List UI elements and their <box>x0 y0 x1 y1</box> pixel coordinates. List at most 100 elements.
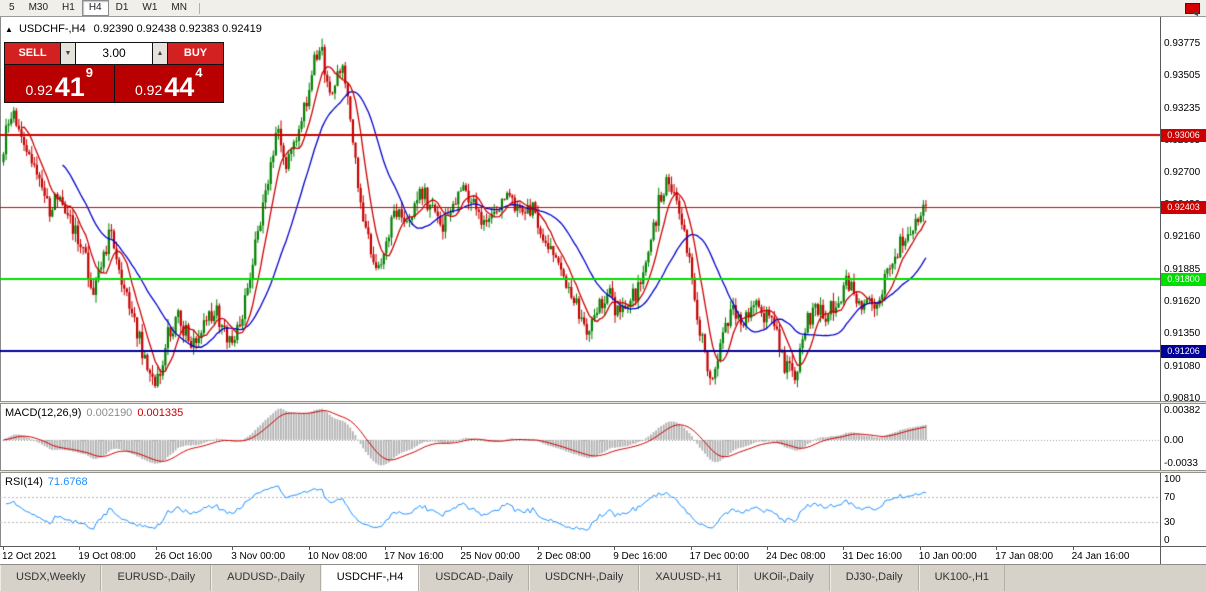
chart-tab-eurusd-daily[interactable]: EURUSD-,Daily <box>101 565 212 591</box>
price-axis-label: 0.93775 <box>1164 37 1201 49</box>
buy-price-base: 0.92 <box>134 82 163 98</box>
time-axis-tick <box>614 547 616 550</box>
volume-stepper: ▼ 3.00 ▲ <box>61 43 167 64</box>
collapse-panel-icon[interactable]: ▲ <box>5 25 13 34</box>
chart-tab-xauusd-h1[interactable]: XAUUSD-,H1 <box>639 565 738 591</box>
chart-tab-usdcad-daily[interactable]: USDCAD-,Daily <box>419 565 529 591</box>
macd-axis-zero-label: 0.00 <box>1164 434 1184 446</box>
time-axis-label: 17 Dec 00:00 <box>689 551 750 562</box>
price-axis-label: 0.91620 <box>1164 296 1201 308</box>
price-axis-label: 0.91885 <box>1164 264 1201 276</box>
time-axis-label: 2 Dec 08:00 <box>536 551 591 562</box>
time-axis-tick <box>308 547 310 550</box>
time-axis-tick <box>843 547 845 550</box>
rsi-panel-splitter[interactable] <box>0 470 1206 473</box>
volume-increase-icon[interactable]: ▲ <box>153 43 167 64</box>
sell-price-display[interactable]: 0.92 41 9 <box>5 65 114 102</box>
time-axis-tick <box>767 547 768 550</box>
chart-ohlc-values: 0.92390 0.92438 0.92383 0.92419 <box>93 23 262 35</box>
rsi-axis-label: 70 <box>1164 492 1176 504</box>
volume-input[interactable]: 3.00 <box>76 43 152 64</box>
rsi-indicator-canvas[interactable] <box>0 473 1160 546</box>
time-axis-label: 12 Oct 2021 <box>2 551 57 562</box>
toolbar-separator <box>198 2 200 14</box>
price-axis-label: 0.91080 <box>1164 360 1201 372</box>
hline-price-badge: 0.91800 <box>1161 273 1206 287</box>
chart-tab-uk100-h1[interactable]: UK100-,H1 <box>918 565 1006 591</box>
sell-price-frac: 9 <box>85 65 94 80</box>
buy-price-pips: 44 <box>164 72 195 103</box>
time-axis-tick <box>690 547 692 550</box>
macd-title: MACD(12,26,9) <box>5 407 82 419</box>
time-axis-label: 24 Jan 16:00 <box>1071 551 1130 562</box>
rsi-axis-label: 100 <box>1164 474 1181 485</box>
time-axis-label: 9 Dec 16:00 <box>613 551 668 562</box>
volume-decrease-icon[interactable]: ▼ <box>61 43 75 64</box>
time-axis-tick <box>232 547 234 550</box>
toolbar-right-icon <box>1185 3 1200 14</box>
time-axis-label: 10 Nov 08:00 <box>307 551 368 562</box>
macd-indicator-canvas[interactable] <box>0 404 1160 470</box>
time-axis[interactable]: 12 Oct 2021 19 Oct 08:00 26 Oct 16:00 3 Nov… <box>0 546 1206 564</box>
time-axis-tick <box>385 547 386 550</box>
timeframe-button-h1[interactable]: H1 <box>62 2 75 13</box>
chart-tab-audusd-daily[interactable]: AUDUSD-,Daily <box>211 565 321 591</box>
buy-price-frac: 4 <box>195 65 203 80</box>
price-axis-label: 0.92160 <box>1164 231 1201 243</box>
time-axis-tick <box>3 547 4 550</box>
chart-tab-usdx-weekly[interactable]: USDX,Weekly <box>0 565 102 591</box>
chart-tab-ukoil-daily[interactable]: UKOil-,Daily <box>737 565 830 591</box>
time-axis-label: 31 Dec 16:00 <box>842 551 902 562</box>
timeframe-button-m30[interactable]: M30 <box>28 2 49 13</box>
time-axis-label: 17 Jan 08:00 <box>995 551 1054 562</box>
timeframe-button-group: 5 M30 H1 H4 D1 W1 MN <box>2 0 194 16</box>
chart-tab-bar: USDX,Weekly EURUSD-,Daily AUDUSD-,Daily USD… <box>0 564 1206 591</box>
time-axis-tick <box>461 547 463 550</box>
timeframe-button-mn[interactable]: MN <box>171 2 187 13</box>
time-axis-label: 10 Jan 00:00 <box>918 551 977 562</box>
chart-header: ▲ USDCHF-,H4 0.92390 0.92438 0.92383 0.9… <box>5 23 262 35</box>
price-axis-label: 0.92700 <box>1164 166 1201 178</box>
timeframe-toolbar: 5 M30 H1 H4 D1 W1 MN <box>0 0 1206 17</box>
time-axis-tick <box>919 547 921 550</box>
time-axis-label: 25 Nov 00:00 <box>460 551 520 562</box>
buy-price-display[interactable]: 0.92 44 4 <box>114 65 223 103</box>
time-axis-tick <box>537 547 539 550</box>
timeframe-button-w1[interactable]: W1 <box>142 2 158 13</box>
chart-symbol-title: USDCHF-,H4 <box>18 23 86 35</box>
chart-tab-usdchf-h4[interactable]: USDCHF-,H4 <box>320 565 420 591</box>
tab-scroll-left-icon[interactable]: ◄ <box>1190 8 1200 19</box>
price-axis-border <box>1160 17 1161 564</box>
time-axis-tick <box>79 547 81 550</box>
rsi-axis-label: 30 <box>1164 516 1176 528</box>
buy-button[interactable]: BUY <box>168 43 223 64</box>
sell-price-base: 0.92 <box>25 82 53 98</box>
time-axis-tick <box>1072 547 1074 550</box>
hline-price-badge: 0.93006 <box>1161 129 1206 143</box>
macd-axis-max-label: 0.00382 <box>1164 405 1201 416</box>
time-axis-tick <box>996 547 998 550</box>
time-axis-label: 19 Oct 08:00 <box>78 551 136 562</box>
timeframe-button-5[interactable]: 5 <box>9 2 15 13</box>
chart-tab-dj30-daily[interactable]: DJ30-,Daily <box>829 565 919 591</box>
one-click-trading-panel: SELL ▼ 3.00 ▲ BUY 0.92 41 9 0.92 44 4 <box>4 42 224 103</box>
macd-signal-value: 0.001335 <box>137 407 184 419</box>
hline-price-badge: 0.91206 <box>1161 344 1206 358</box>
chart-tab-usdcnh-daily[interactable]: USDCNH-,Daily <box>528 565 640 591</box>
rsi-title: RSI(14) <box>5 476 43 488</box>
timeframe-button-d1[interactable]: D1 <box>115 2 129 13</box>
macd-main-value: 0.002190 <box>86 407 133 419</box>
macd-panel-splitter[interactable] <box>0 401 1206 404</box>
hline-price-badge: 0.92403 <box>1161 201 1206 215</box>
macd-axis-min-label: -0.0033 <box>1164 458 1198 469</box>
timeframe-button-h4[interactable]: H4 <box>81 0 109 16</box>
rsi-value: 71.6768 <box>47 476 88 488</box>
price-axis-label: 0.90810 <box>1164 393 1201 404</box>
sell-button[interactable]: SELL <box>5 43 60 64</box>
price-axis-label: 0.93505 <box>1164 70 1201 82</box>
price-axis-label: 0.91350 <box>1164 328 1201 340</box>
sell-price-pips: 41 <box>54 72 85 103</box>
macd-indicator-label: MACD(12,26,9) 0.002190 0.001335 <box>5 407 183 419</box>
rsi-axis-label: 0 <box>1164 535 1170 546</box>
